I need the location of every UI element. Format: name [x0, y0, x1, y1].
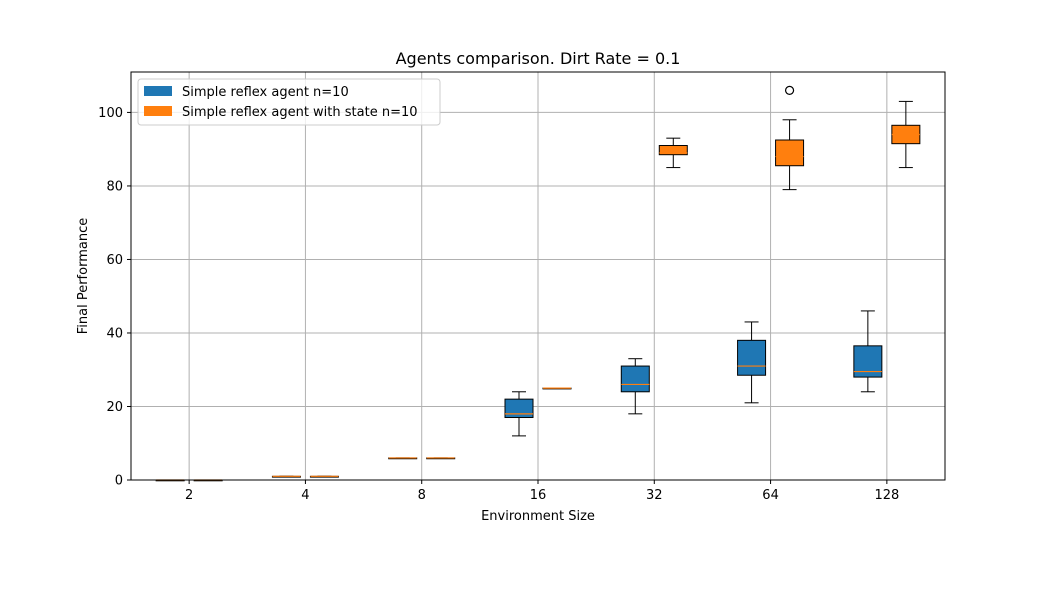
legend-swatch-series-2 [144, 106, 172, 116]
box-series-2 [542, 387, 572, 390]
outlier-point [784, 85, 795, 95]
legend-label-series-1: Simple reflex agent n=10 [182, 85, 349, 100]
box-iqr [620, 365, 650, 393]
x-tick-label: 2 [185, 488, 193, 503]
box-iqr [853, 345, 883, 378]
box-series-2 [891, 100, 921, 169]
y-tick-label: 60 [106, 253, 123, 268]
y-tick-label: 40 [106, 326, 123, 341]
box-iqr [737, 339, 767, 376]
box-series-1 [853, 310, 883, 393]
box-series-2 [658, 137, 688, 169]
x-axis-label: Environment Size [481, 509, 595, 524]
x-tick-label: 32 [646, 488, 663, 503]
box-series-1 [388, 457, 418, 460]
x-tick-label: 8 [418, 488, 426, 503]
y-tick-label: 0 [115, 474, 123, 489]
legend-swatch-series-1 [144, 86, 172, 96]
box-iqr [504, 398, 534, 419]
y-tick-label: 100 [98, 106, 123, 121]
box-series-1 [271, 475, 301, 478]
box-iqr [658, 145, 688, 156]
x-tick-label: 4 [301, 488, 309, 503]
box-series-1 [620, 358, 650, 415]
legend: Simple reflex agent n=10 Simple reflex a… [137, 78, 441, 126]
x-tick-label: 128 [874, 488, 899, 503]
box-series-1 [737, 321, 767, 404]
box-series-1 [504, 391, 534, 437]
x-tick-label: 16 [530, 488, 547, 503]
legend-frame [137, 78, 441, 126]
boxes-layer [155, 85, 921, 482]
y-tick-label: 20 [106, 400, 123, 415]
box-series-2 [309, 475, 339, 478]
box-series-2 [426, 457, 456, 460]
legend-label-series-2: Simple reflex agent with state n=10 [182, 105, 418, 120]
box-series-2 [775, 85, 805, 191]
box-iqr [775, 139, 805, 167]
y-tick-label: 80 [106, 179, 123, 194]
y-axis-label: Final Performance [76, 218, 91, 334]
chart-title: Agents comparison. Dirt Rate = 0.1 [396, 49, 681, 68]
x-tick-label: 64 [762, 488, 779, 503]
ticks-layer: 2 4 8 16 32 64 128 0 20 40 60 80 100 [98, 106, 899, 503]
